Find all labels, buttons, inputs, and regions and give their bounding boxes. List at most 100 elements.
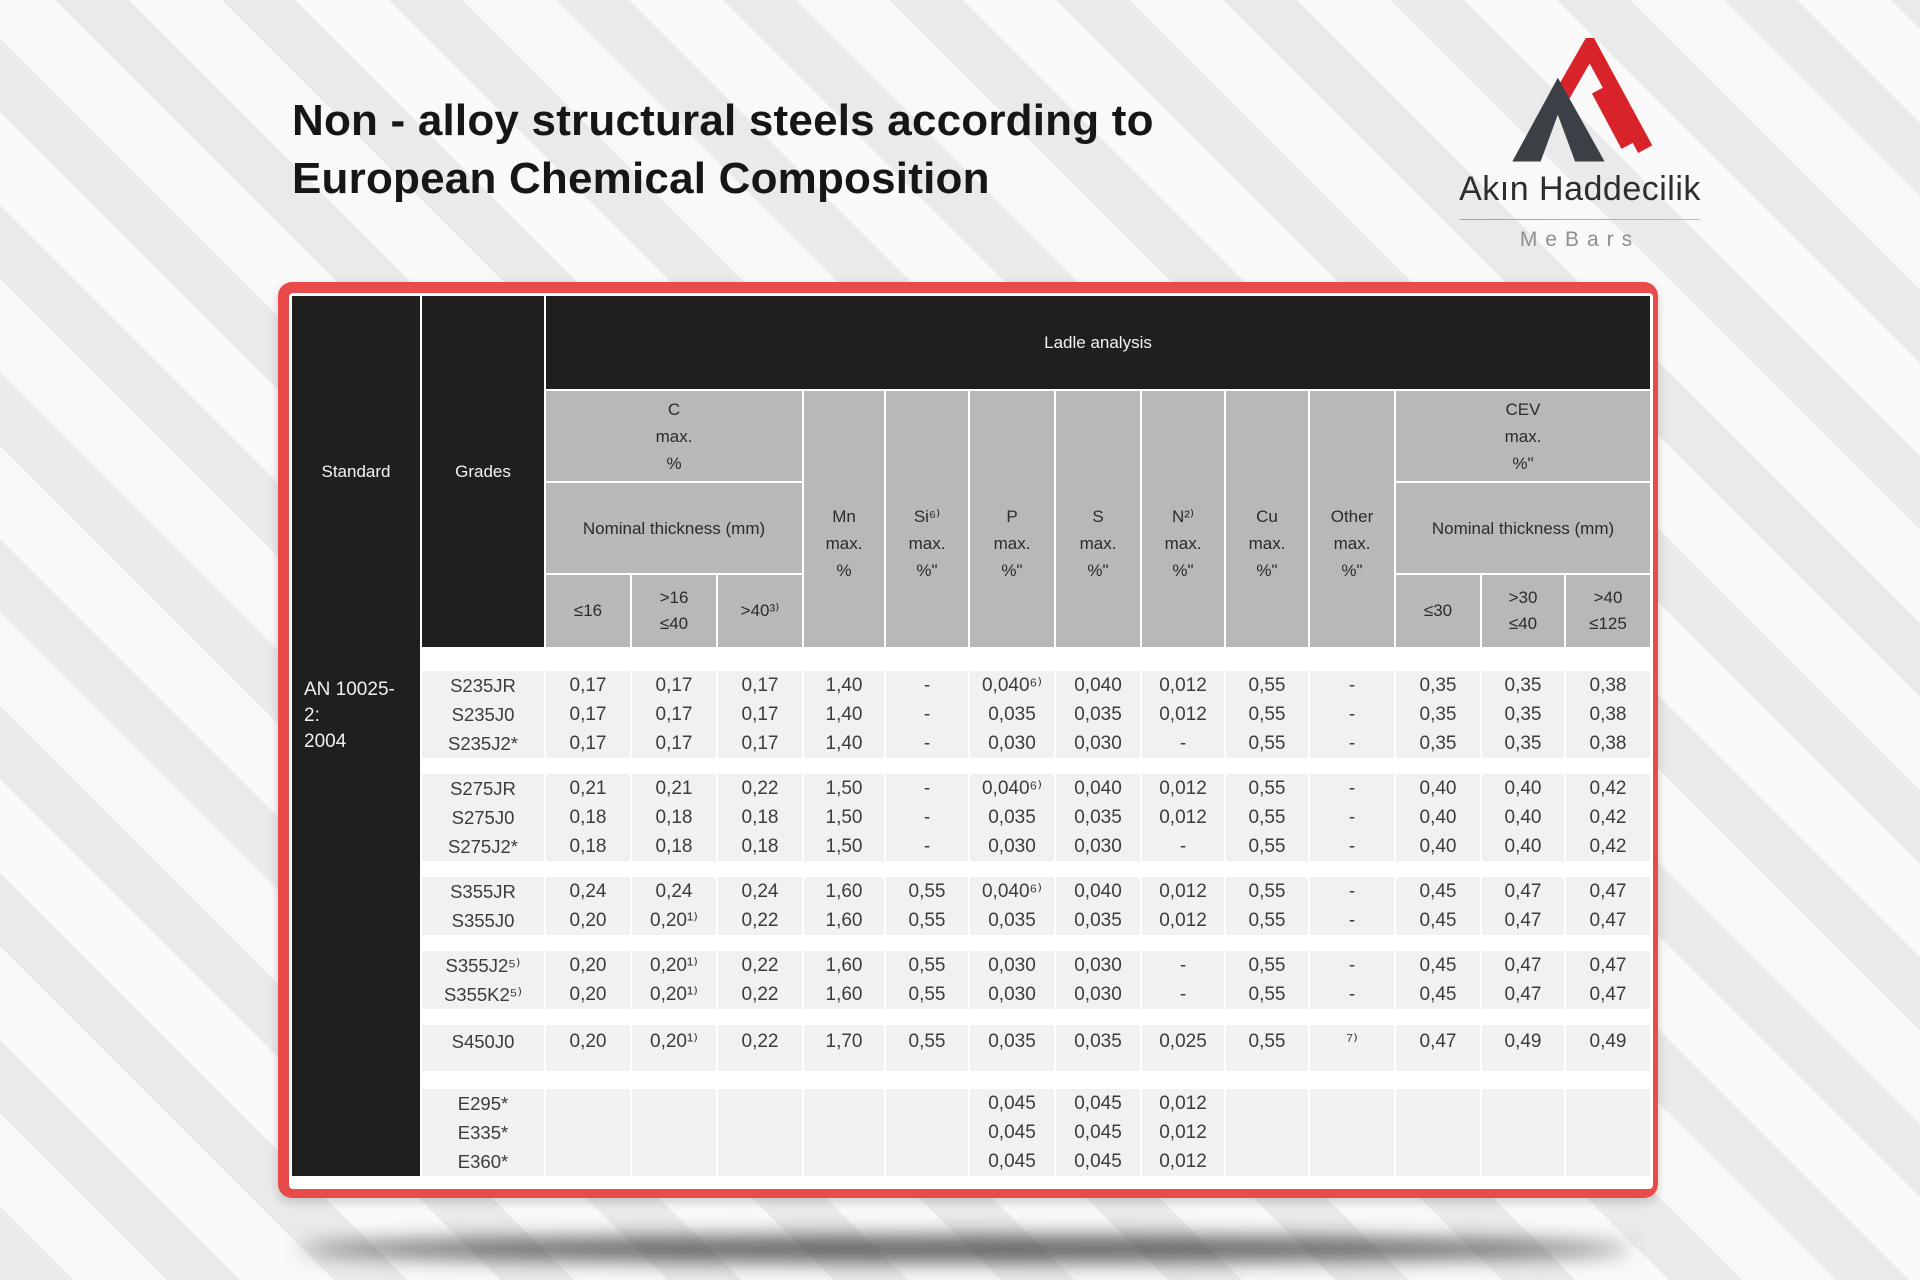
logo-mark-icon: [1512, 38, 1653, 162]
ladle-analysis-header: Ladle analysis: [546, 296, 1650, 389]
value-cell: 0,012 0,012 -: [1142, 671, 1224, 758]
p-header: P max. %": [970, 391, 1054, 647]
value-cell: 0,17 0,17 0,17: [632, 671, 716, 758]
value-cell: 0,55: [1226, 1025, 1308, 1071]
value-cell: 0,55 0,55: [886, 877, 968, 935]
value-cell: 0,035: [970, 1025, 1054, 1071]
value-cell: 0,55: [886, 1025, 968, 1071]
value-cell: [1226, 1089, 1308, 1176]
value-cell: 0,47 0,47: [1482, 951, 1564, 1009]
grade-cell: S355JR S355J0: [422, 877, 544, 935]
value-cell: - - -: [1310, 671, 1394, 758]
value-cell: [546, 1089, 630, 1176]
value-cell: 0,35 0,35 0,35: [1482, 671, 1564, 758]
value-cell: [1396, 1089, 1480, 1176]
value-cell: 0,40 0,40 0,40: [1482, 774, 1564, 861]
value-cell: 0,012 0,012: [1142, 877, 1224, 935]
company-logo: Akın Haddecilik MeBars: [1430, 38, 1730, 252]
cev-subcol-le30: ≤30: [1396, 575, 1480, 647]
value-cell: 0,025: [1142, 1025, 1224, 1071]
value-cell: 0,17 0,17 0,17: [718, 671, 802, 758]
standard-value: AN 10025-2: 2004: [304, 679, 395, 752]
value-cell: 0,20: [546, 1025, 630, 1071]
value-cell: 0,040 0,035 0,030: [1056, 774, 1140, 861]
value-cell: [1482, 1089, 1564, 1176]
mn-header: Mn max. %: [804, 391, 884, 647]
cev-nominal-thickness-header: Nominal thickness (mm): [1396, 483, 1650, 573]
value-cell: 0,24 0,22: [718, 877, 802, 935]
value-cell: 0,47 0,47: [1482, 877, 1564, 935]
value-cell: - - -: [1310, 774, 1394, 861]
value-cell: 0,24 0,20: [546, 877, 630, 935]
value-cell: 1,50 1,50 1,50: [804, 774, 884, 861]
grade-cell: E295* E335* E360*: [422, 1089, 544, 1176]
value-cell: 0,012 0,012 -: [1142, 774, 1224, 861]
value-cell: - -: [1142, 951, 1224, 1009]
value-cell: 0,45 0,45: [1396, 951, 1480, 1009]
value-cell: 0,045 0,045 0,045: [970, 1089, 1054, 1176]
value-cell: 0,49: [1566, 1025, 1650, 1071]
cev-max-header: CEV max. %": [1396, 391, 1650, 481]
value-cell: 0,47: [1396, 1025, 1480, 1071]
value-cell: 0,040⁶⁾ 0,035 0,030: [970, 774, 1054, 861]
c-subcol-16-40: >16 ≤40: [632, 575, 716, 647]
c-subcol-le16: ≤16: [546, 575, 630, 647]
grade-cell: S450J0: [422, 1025, 544, 1071]
grades-header: Grades: [422, 296, 544, 647]
logo-divider: [1460, 219, 1700, 220]
value-cell: - -: [1310, 951, 1394, 1009]
value-cell: 0,030 0,030: [1056, 951, 1140, 1009]
value-cell: 0,21 0,18 0,18: [632, 774, 716, 861]
value-cell: 0,55 0,55: [1226, 877, 1308, 935]
logo-company-name: Akın Haddecilik: [1459, 170, 1701, 208]
value-cell: 0,55 0,55: [886, 951, 968, 1009]
table-frame: Standard AN 10025-2: 2004 Grades Ladle a…: [278, 282, 1658, 1198]
cev-subcol-40-125: >40 ≤125: [1566, 575, 1650, 647]
page-title-line1: Non - alloy structural steels according …: [292, 96, 1154, 145]
page-title: Non - alloy structural steels according …: [292, 92, 1154, 208]
cu-header: Cu max. %": [1226, 391, 1308, 647]
steel-table-grid: Standard AN 10025-2: 2004 Grades Ladle a…: [289, 293, 1653, 1189]
value-cell: 0,55 0,55 0,55: [1226, 671, 1308, 758]
value-cell: ⁷⁾: [1310, 1025, 1394, 1071]
cev-subcol-30-40: >30 ≤40: [1482, 575, 1564, 647]
value-cell: 0,040 0,035 0,030: [1056, 671, 1140, 758]
value-cell: 1,70: [804, 1025, 884, 1071]
value-cell: 0,55 0,55 0,55: [1226, 774, 1308, 861]
value-cell: [718, 1089, 802, 1176]
logo-brand-name: MeBars: [1519, 228, 1641, 251]
page-title-line2: European Chemical Composition: [292, 154, 990, 203]
value-cell: 0,47 0,47: [1566, 951, 1650, 1009]
value-cell: 0,47 0,47: [1566, 877, 1650, 935]
si-header: Si⁶⁾ max. %": [886, 391, 968, 647]
value-cell: 0,35 0,35 0,35: [1396, 671, 1480, 758]
value-cell: [1566, 1089, 1650, 1176]
c-nominal-thickness-header: Nominal thickness (mm): [546, 483, 802, 573]
other-header: Other max. %": [1310, 391, 1394, 647]
c-subcol-gt40: >40³⁾: [718, 575, 802, 647]
value-cell: 0,38 0,38 0,38: [1566, 671, 1650, 758]
value-cell: 0,040 0,035: [1056, 877, 1140, 935]
value-cell: [632, 1089, 716, 1176]
value-cell: 0,55 0,55: [1226, 951, 1308, 1009]
value-cell: - -: [1310, 877, 1394, 935]
value-cell: - - -: [886, 774, 968, 861]
grade-cell: S355J2⁵⁾ S355K2⁵⁾: [422, 951, 544, 1009]
value-cell: [886, 1089, 968, 1176]
value-cell: 0,21 0,18 0,18: [546, 774, 630, 861]
value-cell: 0,45 0,45: [1396, 877, 1480, 935]
table-drop-shadow: [300, 1236, 1630, 1262]
value-cell: 0,030 0,030: [970, 951, 1054, 1009]
s-header: S max. %": [1056, 391, 1140, 647]
value-cell: 1,60 1,60: [804, 877, 884, 935]
value-cell: 0,24 0,20¹⁾: [632, 877, 716, 935]
value-cell: 0,20¹⁾ 0,20¹⁾: [632, 951, 716, 1009]
value-cell: [804, 1089, 884, 1176]
value-cell: 0,20¹⁾: [632, 1025, 716, 1071]
value-cell: 0,49: [1482, 1025, 1564, 1071]
standard-header: Standard: [321, 461, 391, 481]
value-cell: 0,22 0,22: [718, 951, 802, 1009]
grade-cell: S235JR S235J0 S235J2*: [422, 671, 544, 758]
value-cell: 0,040⁶⁾ 0,035: [970, 877, 1054, 935]
value-cell: 0,20 0,20: [546, 951, 630, 1009]
